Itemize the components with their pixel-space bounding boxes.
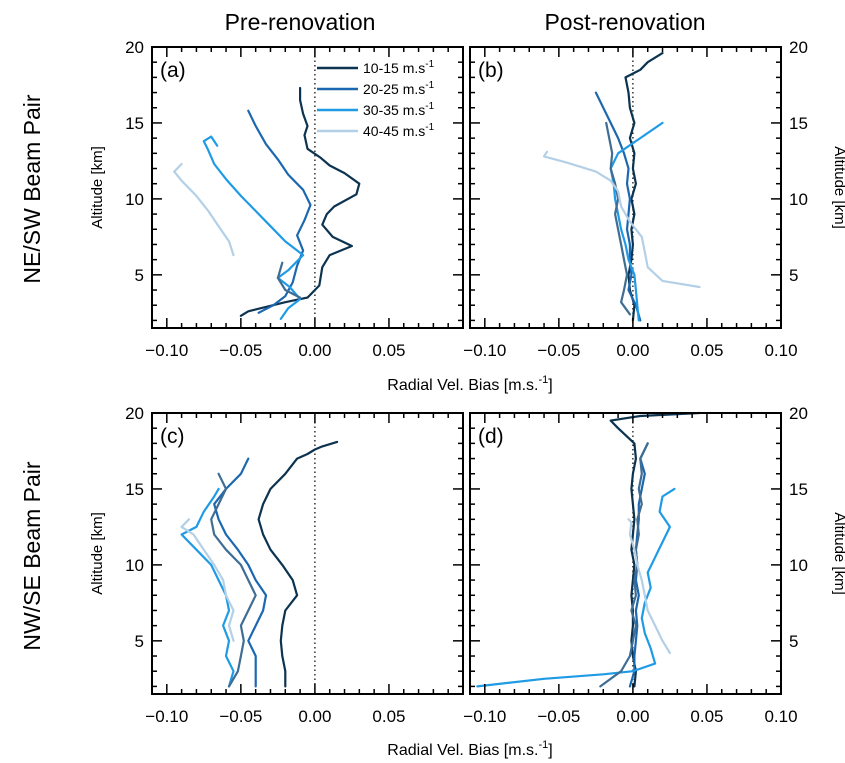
series-line: [609, 411, 701, 688]
y-axis-label: Altitude [km]: [89, 512, 106, 595]
panel-label: (b): [478, 59, 504, 82]
column-title-post: Post-renovation: [544, 9, 705, 35]
y-axis-label: Altitude [km]: [89, 146, 106, 229]
x-axis-label-end: ]: [548, 742, 552, 759]
y-tick-label: 15: [789, 114, 808, 133]
y-tick-label: 5: [135, 266, 144, 285]
series-line: [210, 472, 257, 688]
y-tick-label: 5: [135, 632, 144, 651]
x-axis-label-top: Radial Vel. Bias [m.s.-1]: [387, 374, 552, 394]
y-tick-label: 15: [125, 114, 144, 133]
x-tick-label: 0.10: [764, 707, 797, 726]
x-axis-label-sup: -1: [538, 739, 548, 751]
series-line: [542, 150, 701, 289]
series-line: [476, 487, 676, 688]
y-axis-label: Altitude [km]: [831, 146, 845, 229]
plot-frame: [469, 412, 782, 695]
legend-label-sup: -1: [425, 122, 434, 133]
series-line: [257, 440, 339, 688]
x-tick-label: −0.05: [537, 707, 580, 726]
legend-label: 40-45 m.s-1: [363, 122, 435, 139]
x-axis-label-sup: -1: [538, 374, 548, 386]
legend-label-sup: -1: [425, 59, 434, 70]
x-tick-label: 0.10: [764, 341, 797, 360]
legend-label-text: 10-15 m.s: [363, 60, 425, 76]
x-tick-label: 0.00: [298, 341, 331, 360]
row-title-ne-sw: NE/SW Beam Pair: [19, 94, 45, 283]
x-tick-label: −0.05: [219, 341, 262, 360]
legend-label: 20-25 m.s-1: [363, 80, 435, 97]
x-tick-label: −0.10: [145, 707, 188, 726]
x-axis-label-text: Radial Vel. Bias [m.s.: [387, 377, 538, 394]
x-tick-label: −0.10: [463, 707, 506, 726]
x-tick-label: 0.00: [616, 707, 649, 726]
series-line: [609, 121, 664, 322]
series-line: [239, 86, 361, 317]
y-tick-label: 5: [789, 632, 798, 651]
series-line: [624, 52, 664, 322]
legend-label-text: 20-25 m.s: [363, 81, 425, 97]
series-line: [180, 487, 235, 688]
x-tick-label: −0.10: [463, 341, 506, 360]
series-line: [202, 135, 305, 320]
y-tick-label: 10: [125, 556, 144, 575]
y-tick-label: 20: [789, 38, 808, 57]
y-tick-label: 15: [789, 480, 808, 499]
y-tick-label: 5: [789, 266, 798, 285]
y-axis-label: Altitude [km]: [831, 512, 845, 595]
series-line: [599, 442, 649, 688]
series-line: [180, 518, 235, 642]
plot-frame: [469, 46, 782, 329]
panel-label: (c): [160, 425, 185, 448]
series-line: [173, 162, 235, 257]
series-line: [594, 91, 642, 322]
x-axis-label-bottom: Radial Vel. Bias [m.s.-1]: [387, 739, 552, 759]
x-tick-label: −0.05: [219, 707, 262, 726]
y-tick-label: 20: [125, 38, 144, 57]
x-tick-label: 0.05: [690, 707, 723, 726]
x-tick-label: −0.10: [145, 341, 188, 360]
y-tick-label: 10: [125, 190, 144, 209]
y-tick-label: 15: [125, 480, 144, 499]
series-line: [213, 457, 268, 688]
x-tick-label: 0.05: [372, 707, 405, 726]
plot-frame: [151, 412, 464, 695]
row-title-nw-se: NW/SE Beam Pair: [19, 461, 45, 650]
legend-label-text: 30-35 m.s: [363, 102, 425, 118]
y-tick-label: 10: [789, 190, 808, 209]
panels: −0.10 −0.05 0.00 0.05 5 10 15 20 Altitude [km] (a…: [89, 38, 845, 726]
x-tick-label: 0.05: [690, 341, 723, 360]
series-line: [605, 121, 631, 316]
column-title-pre: Pre-renovation: [225, 9, 376, 35]
panel-c: −0.10 −0.05 0.00 0.05 5 10 15 20 Altitude [km] (c…: [89, 404, 464, 726]
plot-frame: [151, 46, 464, 329]
legend-label-text: 40-45 m.s: [363, 123, 425, 139]
legend-label: 30-35 m.s-1: [363, 101, 435, 118]
legend-label-sup: -1: [425, 101, 434, 112]
panel-label: (d): [478, 425, 504, 448]
panel-b: −0.10 −0.05 0.00 0.05 0.10 5 10 15 20 Altitude [k…: [463, 38, 845, 360]
panel-label: (a): [160, 59, 186, 82]
x-tick-label: 0.00: [298, 707, 331, 726]
y-tick-label: 20: [125, 404, 144, 423]
series-line: [627, 518, 671, 655]
x-axis-label-end: ]: [548, 377, 552, 394]
x-axis-label-text: Radial Vel. Bias [m.s.: [387, 742, 538, 759]
panel-a: −0.10 −0.05 0.00 0.05 5 10 15 20 Altitude [km] (a…: [89, 38, 464, 360]
panel-d: −0.10 −0.05 0.00 0.05 0.10 5 10 15 20 Altitude [k…: [463, 404, 845, 726]
legend: 10-15 m.s-120-25 m.s-130-35 m.s-140-45 m…: [317, 59, 435, 139]
series-line: [276, 261, 302, 299]
legend-label-sup: -1: [425, 80, 434, 91]
x-tick-label: 0.05: [372, 341, 405, 360]
legend-label: 10-15 m.s-1: [363, 59, 435, 76]
y-tick-label: 20: [789, 404, 808, 423]
x-tick-label: 0.00: [616, 341, 649, 360]
y-tick-label: 10: [789, 556, 808, 575]
x-tick-label: −0.05: [537, 341, 580, 360]
